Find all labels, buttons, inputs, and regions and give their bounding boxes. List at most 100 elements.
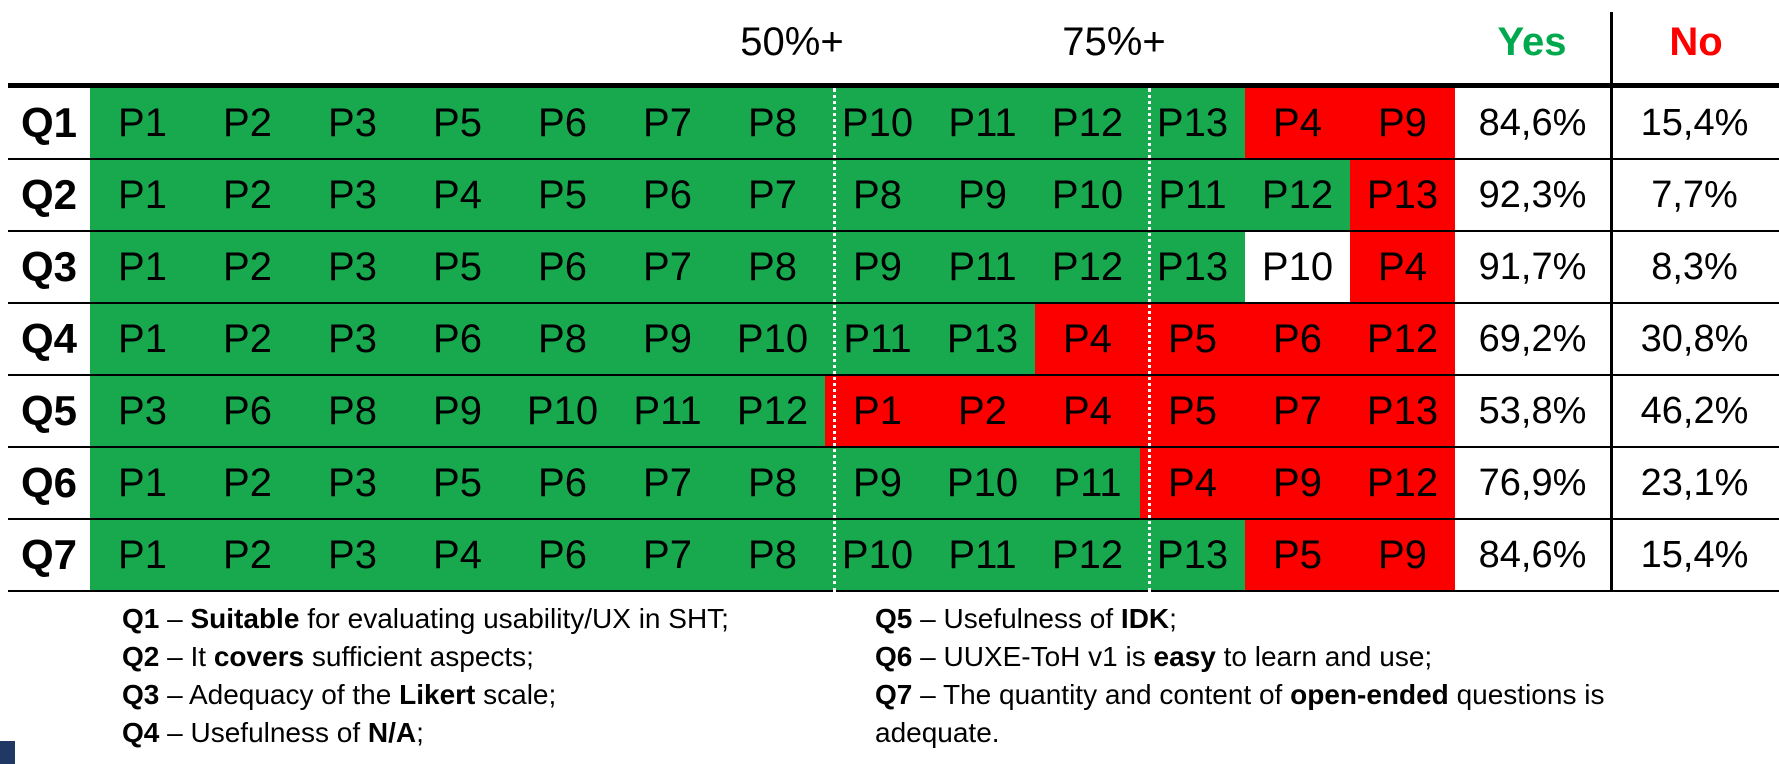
table-row-q3: Q3 P1 P2 P3 P5 P6 P7 P8 P9 P11 P12 P13 P10 P4 91,7% 8,3… bbox=[8, 232, 1779, 304]
participant-cell-green: P13 bbox=[1140, 520, 1245, 590]
legend-text: open-ended bbox=[1290, 679, 1449, 710]
question-label: Q7 bbox=[8, 520, 90, 590]
legend-text: – The quantity and content of bbox=[912, 679, 1291, 710]
participant-cell-green: P10 bbox=[720, 304, 825, 374]
legend-text: sufficient aspects; bbox=[304, 641, 534, 672]
question-label: Q5 bbox=[8, 376, 90, 446]
question-label: Q6 bbox=[8, 448, 90, 518]
participant-cell-green: P12 bbox=[720, 376, 825, 446]
legend-text: Q5 bbox=[875, 603, 913, 634]
legend-item: Q3 – Adequacy of the Likert scale; bbox=[122, 676, 902, 714]
participant-cell-green: P7 bbox=[615, 448, 720, 518]
participant-cell-red: P9 bbox=[1350, 520, 1455, 590]
participant-cell-green: P10 bbox=[930, 448, 1035, 518]
legend-item: Q7 – The quantity and content of open-en… bbox=[875, 676, 1635, 752]
participant-cell-green: P2 bbox=[195, 160, 300, 230]
participant-cell-green: P12 bbox=[1035, 232, 1140, 302]
participant-cell-green: P9 bbox=[405, 376, 510, 446]
participant-cell-green: P10 bbox=[510, 376, 615, 446]
participant-cell-green: P7 bbox=[615, 88, 720, 158]
legend-text: Likert bbox=[399, 679, 476, 710]
legend-text: – Usefulness of bbox=[912, 603, 1121, 634]
participant-cell-green: P8 bbox=[720, 520, 825, 590]
participant-cell-green: P1 bbox=[90, 304, 195, 374]
legend-text: – Usefulness of bbox=[159, 717, 368, 748]
participant-cell-green: P5 bbox=[510, 160, 615, 230]
legend-text: ; bbox=[416, 717, 424, 748]
participant-cell-green: P2 bbox=[195, 88, 300, 158]
participant-cell-green: P3 bbox=[300, 304, 405, 374]
participant-cell-green: P11 bbox=[1035, 448, 1140, 518]
participant-cell-green: P7 bbox=[720, 160, 825, 230]
no-column-header: No bbox=[1669, 20, 1723, 64]
participant-cell-green: P10 bbox=[825, 520, 930, 590]
participant-cell-green: P1 bbox=[90, 520, 195, 590]
yes-percentage-cell: 69,2% bbox=[1455, 304, 1610, 374]
participant-cell-green: P8 bbox=[300, 376, 405, 446]
legend-left-column: Q1 – Suitable for evaluating usability/U… bbox=[122, 600, 902, 752]
participant-cell-red: P4 bbox=[1035, 304, 1140, 374]
participant-cell-green: P13 bbox=[1140, 232, 1245, 302]
legend-text: scale; bbox=[475, 679, 557, 710]
participant-cell-green: P9 bbox=[615, 304, 720, 374]
participant-cell-red: P6 bbox=[1245, 304, 1350, 374]
participant-cell-green: P1 bbox=[90, 448, 195, 518]
no-percentage-cell: 8,3% bbox=[1610, 232, 1779, 302]
legend-text: ; bbox=[1169, 603, 1177, 634]
participant-cell-green: P7 bbox=[615, 520, 720, 590]
legend-text: Q6 bbox=[875, 641, 913, 672]
threshold-75-label: 75%+ bbox=[1062, 20, 1166, 64]
legend-item: Q1 – Suitable for evaluating usability/U… bbox=[122, 600, 902, 638]
participant-cell-green: P9 bbox=[930, 160, 1035, 230]
table-row-q7: Q7 P1 P2 P3 P4 P6 P7 P8 P10 P11 P12 P13 P5 P9 84,6% 15,… bbox=[8, 520, 1779, 592]
participant-cell-red: P13 bbox=[1350, 376, 1455, 446]
participant-cell-green: P3 bbox=[300, 448, 405, 518]
question-label: Q2 bbox=[8, 160, 90, 230]
participant-cell-green: P1 bbox=[90, 88, 195, 158]
participant-cell-red: P4 bbox=[1140, 448, 1245, 518]
participant-cell-green: P3 bbox=[300, 232, 405, 302]
participant-cell-red: P12 bbox=[1350, 448, 1455, 518]
participant-cell-red: P7 bbox=[1245, 376, 1350, 446]
participant-cell-red: P5 bbox=[1140, 304, 1245, 374]
participant-cell-green: P8 bbox=[510, 304, 615, 374]
participant-cell-green: P3 bbox=[300, 160, 405, 230]
no-percentage-cell: 30,8% bbox=[1610, 304, 1779, 374]
no-percentage-cell: 46,2% bbox=[1610, 376, 1779, 446]
participant-cell-red: P5 bbox=[1140, 376, 1245, 446]
yes-percentage-cell: 84,6% bbox=[1455, 88, 1610, 158]
legend-item: Q5 – Usefulness of IDK; bbox=[875, 600, 1635, 638]
legend-text: Q1 bbox=[122, 603, 160, 634]
legend-text: – It bbox=[159, 641, 214, 672]
legend-right-column: Q5 – Usefulness of IDK; Q6 – UUXE-ToH v1 … bbox=[875, 600, 1635, 752]
participant-cell-green: P11 bbox=[930, 232, 1035, 302]
participant-cell-green: P13 bbox=[930, 304, 1035, 374]
participant-cell-green: P12 bbox=[1035, 88, 1140, 158]
participant-cell-red: P12 bbox=[1350, 304, 1455, 374]
participant-cell-red: P2 bbox=[930, 376, 1035, 446]
yes-percentage-cell: 84,6% bbox=[1455, 520, 1610, 590]
participant-cell-green: P11 bbox=[930, 88, 1035, 158]
participant-cell-green: P8 bbox=[720, 448, 825, 518]
participant-cell-green: P3 bbox=[300, 520, 405, 590]
participant-cell-green: P3 bbox=[300, 88, 405, 158]
participant-cell-green: P10 bbox=[825, 88, 930, 158]
participant-cell-green: P5 bbox=[405, 448, 510, 518]
legend-text: for evaluating usability/UX in SHT; bbox=[299, 603, 729, 634]
legend-text: IDK bbox=[1120, 603, 1170, 634]
participant-cell-green: P2 bbox=[195, 520, 300, 590]
participant-cell-green: P6 bbox=[510, 232, 615, 302]
no-percentage-cell: 15,4% bbox=[1610, 520, 1779, 590]
participant-cell-green: P5 bbox=[405, 232, 510, 302]
participant-cell-green: P5 bbox=[405, 88, 510, 158]
yes-column-header: Yes bbox=[1497, 20, 1567, 64]
participant-cell-red: P13 bbox=[1350, 160, 1455, 230]
participant-cell-white: P10 bbox=[1245, 232, 1350, 302]
legend-text: covers bbox=[213, 641, 305, 672]
dotted-threshold-line-75 bbox=[1148, 88, 1151, 592]
participant-cell-green: P8 bbox=[825, 160, 930, 230]
participant-cell-green: P6 bbox=[510, 88, 615, 158]
participant-cell-green: P11 bbox=[1140, 160, 1245, 230]
yes-no-divider-line bbox=[1610, 12, 1613, 592]
